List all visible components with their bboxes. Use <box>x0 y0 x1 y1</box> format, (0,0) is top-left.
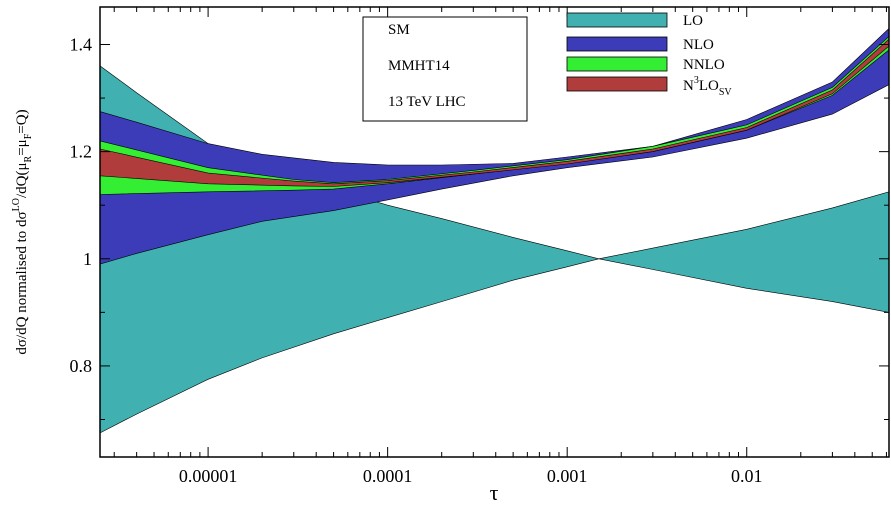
x-tick-label: 0.0001 <box>363 466 413 486</box>
y-tick-label: 0.8 <box>70 356 93 376</box>
x-axis-label: τ <box>490 480 499 505</box>
info-line-1: SM <box>388 22 410 38</box>
y-tick-label: 1 <box>83 249 92 269</box>
legend-label-n3lo: N3LOSV <box>683 75 732 98</box>
info-box: SM MMHT14 13 TeV LHC <box>362 16 528 122</box>
ticks: 0.00001 0.0001 0.001 0.01 0.8 1 1.2 1.4 <box>70 7 889 486</box>
legend-swatch-lo <box>566 12 668 28</box>
legend-label-nlo: NLO <box>683 37 714 53</box>
y-axis-label: dσ/dQ normalised to dσLO/dQ(μR=μF=Q) <box>11 109 34 354</box>
x-tick-label: 0.001 <box>547 466 588 486</box>
legend-label-nnlo: NNLO <box>683 57 725 73</box>
plot-frame <box>99 6 890 458</box>
y-tick-label: 1.2 <box>70 142 93 162</box>
x-tick-label: 0.00001 <box>179 466 238 486</box>
bands <box>100 27 889 434</box>
info-line-2: MMHT14 <box>388 58 450 74</box>
info-line-3: 13 TeV LHC <box>388 94 466 110</box>
band-n3lo_sv <box>100 38 889 187</box>
legend-swatch-nlo <box>566 36 668 52</box>
legend-swatch-nnlo <box>566 56 668 72</box>
y-tick-label: 1.4 <box>70 35 93 55</box>
legend: LO NLO NNLO N3LOSV <box>566 12 732 98</box>
legend-swatch-n3lo <box>566 76 668 92</box>
legend-label-lo: LO <box>683 13 703 29</box>
x-tick-label: 0.01 <box>731 466 763 486</box>
band-nlo <box>100 27 889 265</box>
